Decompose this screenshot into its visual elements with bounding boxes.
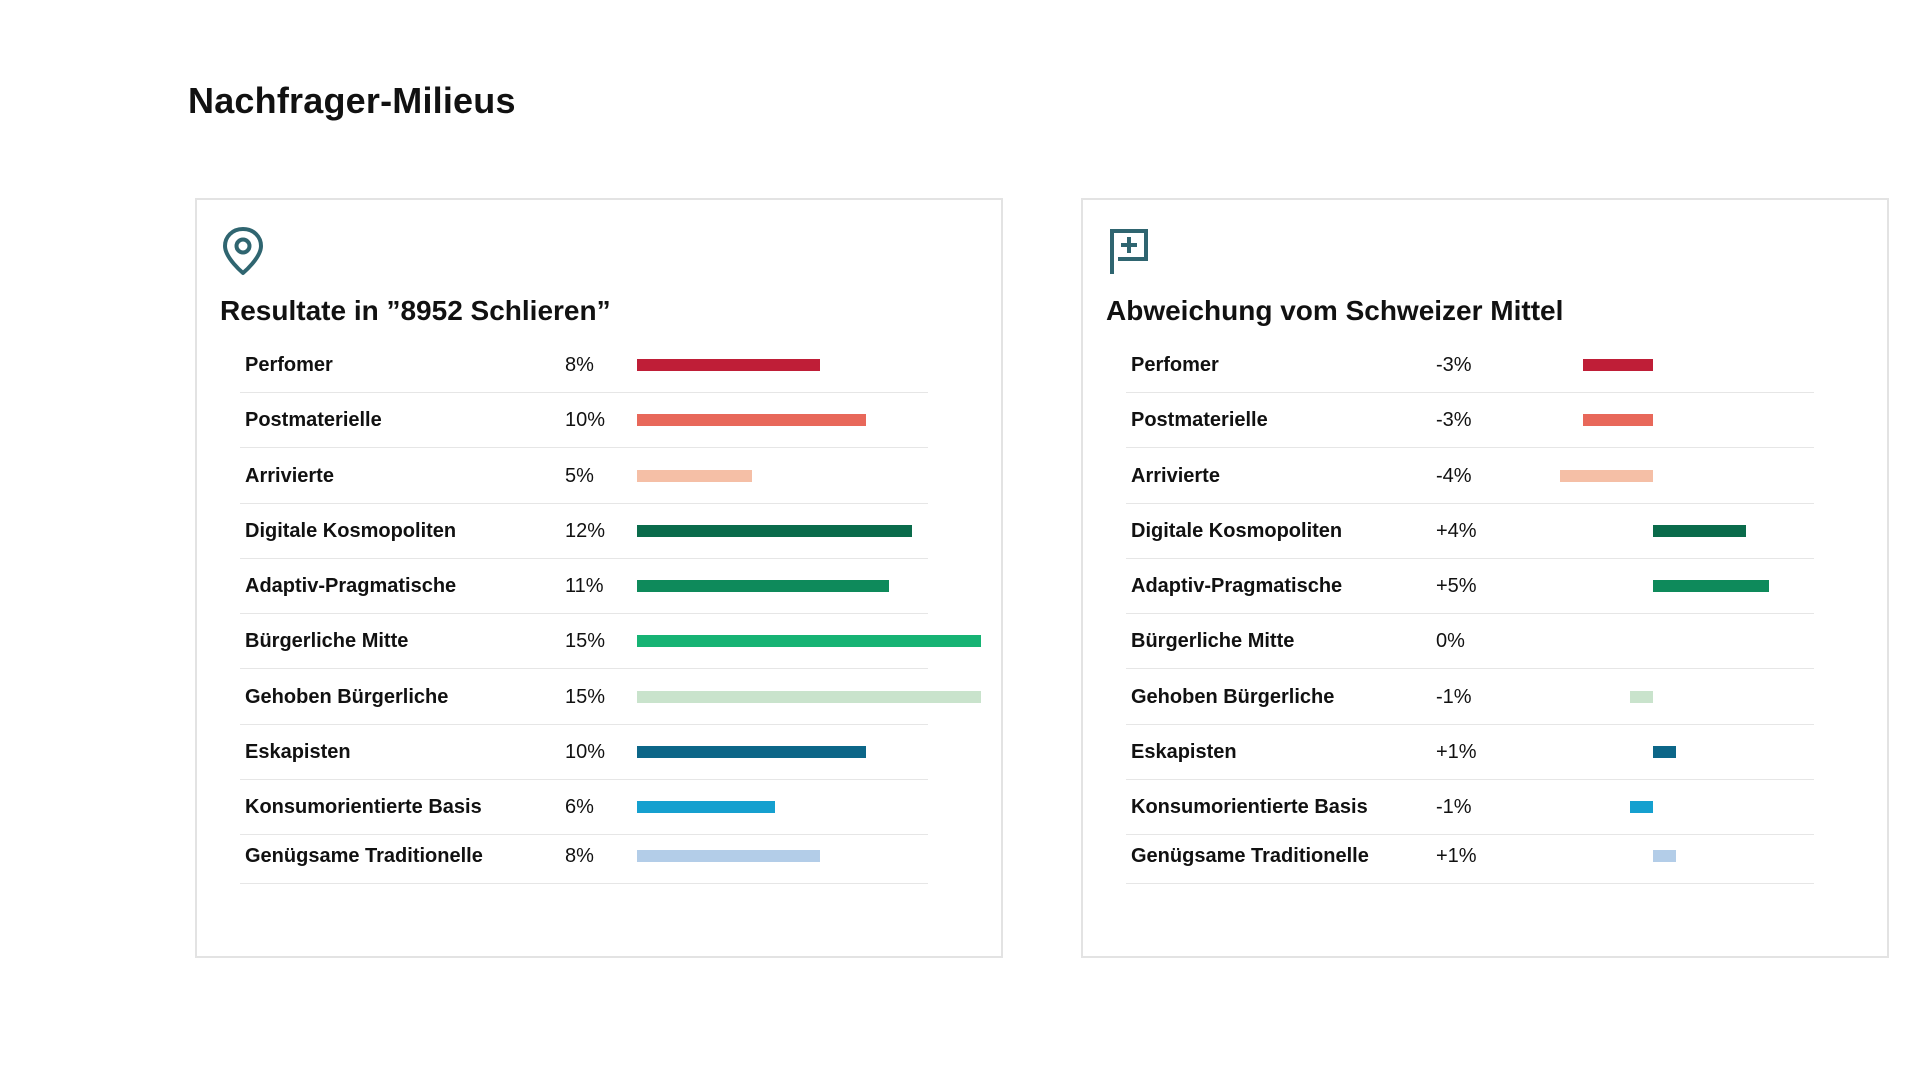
- chart-row: Eskapisten +1%: [1126, 724, 1814, 780]
- bar: [1560, 470, 1653, 482]
- chart-row: Perfomer 8%: [240, 337, 928, 393]
- chart-row: Gehoben Bürgerliche 15%: [240, 669, 981, 725]
- results-panel: Resultate in ”8952 Schlieren” Perfomer 8%…: [195, 198, 1003, 958]
- bar: [1583, 359, 1653, 371]
- deviation-panel: Abweichung vom Schweizer Mittel Perfomer…: [1081, 198, 1889, 958]
- bar: [637, 470, 752, 482]
- value-label: 10%: [565, 741, 606, 763]
- category-label: Arrivierte: [245, 465, 334, 487]
- value-label: 0%: [1436, 630, 1465, 652]
- bar: [1629, 801, 1653, 813]
- value-label: 5%: [565, 465, 594, 487]
- chart-row: Konsumorientierte Basis 6%: [240, 779, 928, 835]
- bar: [1653, 580, 1769, 592]
- category-label: Gehoben Bürgerliche: [1131, 686, 1335, 708]
- category-label: Eskapisten: [245, 741, 351, 763]
- category-label: Digitale Kosmopoliten: [1131, 520, 1343, 542]
- value-label: -4%: [1436, 465, 1472, 487]
- category-label: Adaptiv-Pragmatische: [1131, 575, 1343, 597]
- bar: [637, 580, 890, 592]
- bar: [1629, 691, 1653, 703]
- chart-row: Arrivierte -4%: [1126, 448, 1814, 504]
- chart-row: Gehoben Bürgerliche -1%: [1126, 669, 1814, 725]
- bar: [637, 746, 867, 758]
- value-label: +1%: [1436, 845, 1477, 867]
- chart-row: Genügsame Traditionelle 8%: [240, 828, 928, 884]
- bar: [637, 850, 821, 862]
- bar: [637, 635, 981, 647]
- bar: [1653, 525, 1746, 537]
- chart-row: Bürgerliche Mitte 15%: [240, 613, 981, 669]
- category-label: Genügsame Traditionelle: [1131, 845, 1369, 867]
- value-label: 10%: [565, 409, 606, 431]
- category-label: Konsumorientierte Basis: [245, 796, 482, 818]
- flag-plus-icon: [1110, 229, 1148, 274]
- value-label: 8%: [565, 354, 594, 376]
- value-label: -1%: [1436, 686, 1472, 708]
- value-label: 15%: [565, 630, 606, 652]
- chart-row: Genügsame Traditionelle +1%: [1126, 828, 1814, 884]
- value-label: +1%: [1436, 741, 1477, 763]
- category-label: Digitale Kosmopoliten: [245, 520, 457, 542]
- chart-row: Perfomer -3%: [1126, 337, 1814, 393]
- page-title: Nachfrager-Milieus: [188, 80, 516, 121]
- chart-row: Adaptiv-Pragmatische 11%: [240, 558, 928, 614]
- category-label: Konsumorientierte Basis: [1131, 796, 1368, 818]
- category-label: Arrivierte: [1131, 465, 1220, 487]
- value-label: -3%: [1436, 409, 1472, 431]
- chart-row: Adaptiv-Pragmatische +5%: [1126, 558, 1814, 614]
- deviation-panel-title: Abweichung vom Schweizer Mittel: [1106, 295, 1564, 326]
- category-label: Eskapisten: [1131, 741, 1237, 763]
- category-label: Bürgerliche Mitte: [245, 630, 409, 652]
- value-label: +4%: [1436, 520, 1477, 542]
- bar: [637, 801, 775, 813]
- category-label: Postmaterielle: [245, 409, 382, 431]
- chart-row: Konsumorientierte Basis -1%: [1126, 779, 1814, 835]
- results-panel-title: Resultate in ”8952 Schlieren”: [220, 295, 611, 326]
- chart-row: Arrivierte 5%: [240, 448, 928, 504]
- bar: [1653, 850, 1677, 862]
- category-label: Adaptiv-Pragmatische: [245, 575, 457, 597]
- bar: [1653, 746, 1677, 758]
- value-label: -3%: [1436, 354, 1472, 376]
- category-label: Postmaterielle: [1131, 409, 1268, 431]
- category-label: Perfomer: [1131, 354, 1219, 376]
- category-label: Gehoben Bürgerliche: [245, 686, 449, 708]
- bar: [637, 359, 821, 371]
- category-label: Perfomer: [245, 354, 333, 376]
- location-pin-icon: [223, 227, 263, 275]
- chart-row: Postmaterielle 10%: [240, 392, 928, 448]
- category-label: Genügsame Traditionelle: [245, 845, 483, 867]
- chart-row: Bürgerliche Mitte 0%: [1126, 613, 1814, 669]
- value-label: 6%: [565, 796, 594, 818]
- chart-row: Postmaterielle -3%: [1126, 392, 1814, 448]
- chart-row: Digitale Kosmopoliten 12%: [240, 503, 928, 559]
- bar: [637, 525, 913, 537]
- value-label: 12%: [565, 520, 606, 542]
- category-label: Bürgerliche Mitte: [1131, 630, 1295, 652]
- bar: [1583, 414, 1653, 426]
- bar: [637, 414, 867, 426]
- value-label: +5%: [1436, 575, 1477, 597]
- value-label: 8%: [565, 845, 594, 867]
- value-label: -1%: [1436, 796, 1472, 818]
- chart-row: Eskapisten 10%: [240, 724, 928, 780]
- bar: [637, 691, 981, 703]
- chart-row: Digitale Kosmopoliten +4%: [1126, 503, 1814, 559]
- value-label: 15%: [565, 686, 606, 708]
- value-label: 11%: [565, 575, 604, 597]
